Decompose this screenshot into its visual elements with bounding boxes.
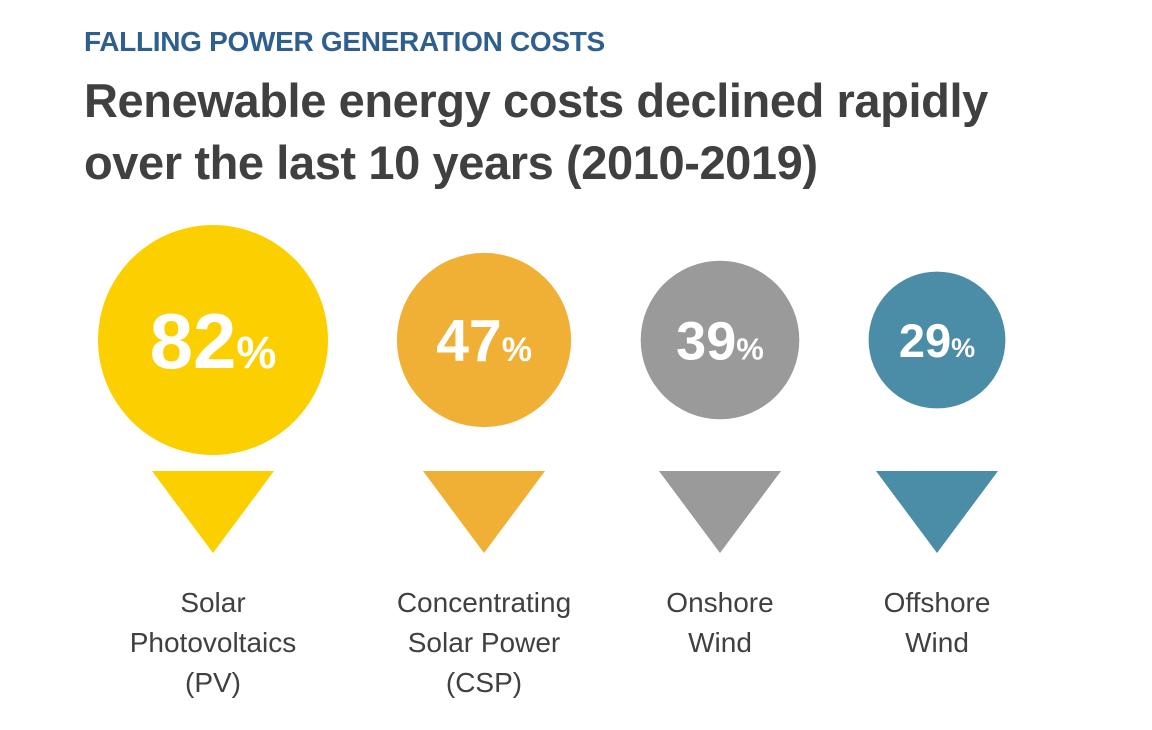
category-label-line: Offshore xyxy=(883,587,991,618)
category-label-line: (PV) xyxy=(185,667,241,698)
category-label-onshore-wind: Onshore Wind xyxy=(600,583,840,663)
category-label-offshore-wind: Offshore Wind xyxy=(817,583,1057,663)
category-label-line: Wind xyxy=(688,627,752,658)
category-label-line: (CSP) xyxy=(445,667,523,698)
category-label-line: Photovoltaics xyxy=(129,627,297,658)
bubble-onshore-wind xyxy=(640,260,800,420)
value-label-concentrating-solar-power-csp: 47% xyxy=(436,308,532,374)
category-label-concentrating-solar-power-csp: Concentrating Solar Power (CSP) xyxy=(364,583,604,703)
category-label-line: Solar Power xyxy=(407,627,561,658)
value-label-offshore-wind: 29% xyxy=(899,314,975,367)
pointer-concentrating-solar-power-csp xyxy=(423,471,545,553)
chart-title: Renewable energy costs declined rapidly … xyxy=(84,70,1084,194)
pointer-onshore-wind xyxy=(659,471,781,553)
value-label-onshore-wind: 39% xyxy=(676,311,764,371)
category-label-line: Onshore xyxy=(666,587,774,618)
pointer-offshore-wind xyxy=(876,471,998,553)
bubble-solar-photovoltaics-pv xyxy=(98,225,328,455)
category-label-line: Solar xyxy=(180,587,246,618)
chart-title-line-1: Renewable energy costs declined rapidly xyxy=(84,74,988,127)
pointer-solar-photovoltaics-pv xyxy=(152,471,274,553)
bubble-offshore-wind xyxy=(868,271,1006,409)
category-label-line: Concentrating xyxy=(396,587,572,618)
chart-title-line-2: over the last 10 years (2010-2019) xyxy=(84,136,818,189)
chart-eyebrow: FALLING POWER GENERATION COSTS xyxy=(84,26,605,57)
value-label-solar-photovoltaics-pv: 82% xyxy=(150,297,277,385)
category-label-line: Wind xyxy=(905,627,969,658)
category-label-solar-photovoltaics-pv: Solar Photovoltaics (PV) xyxy=(93,583,333,703)
bubble-concentrating-solar-power-csp xyxy=(396,252,572,428)
